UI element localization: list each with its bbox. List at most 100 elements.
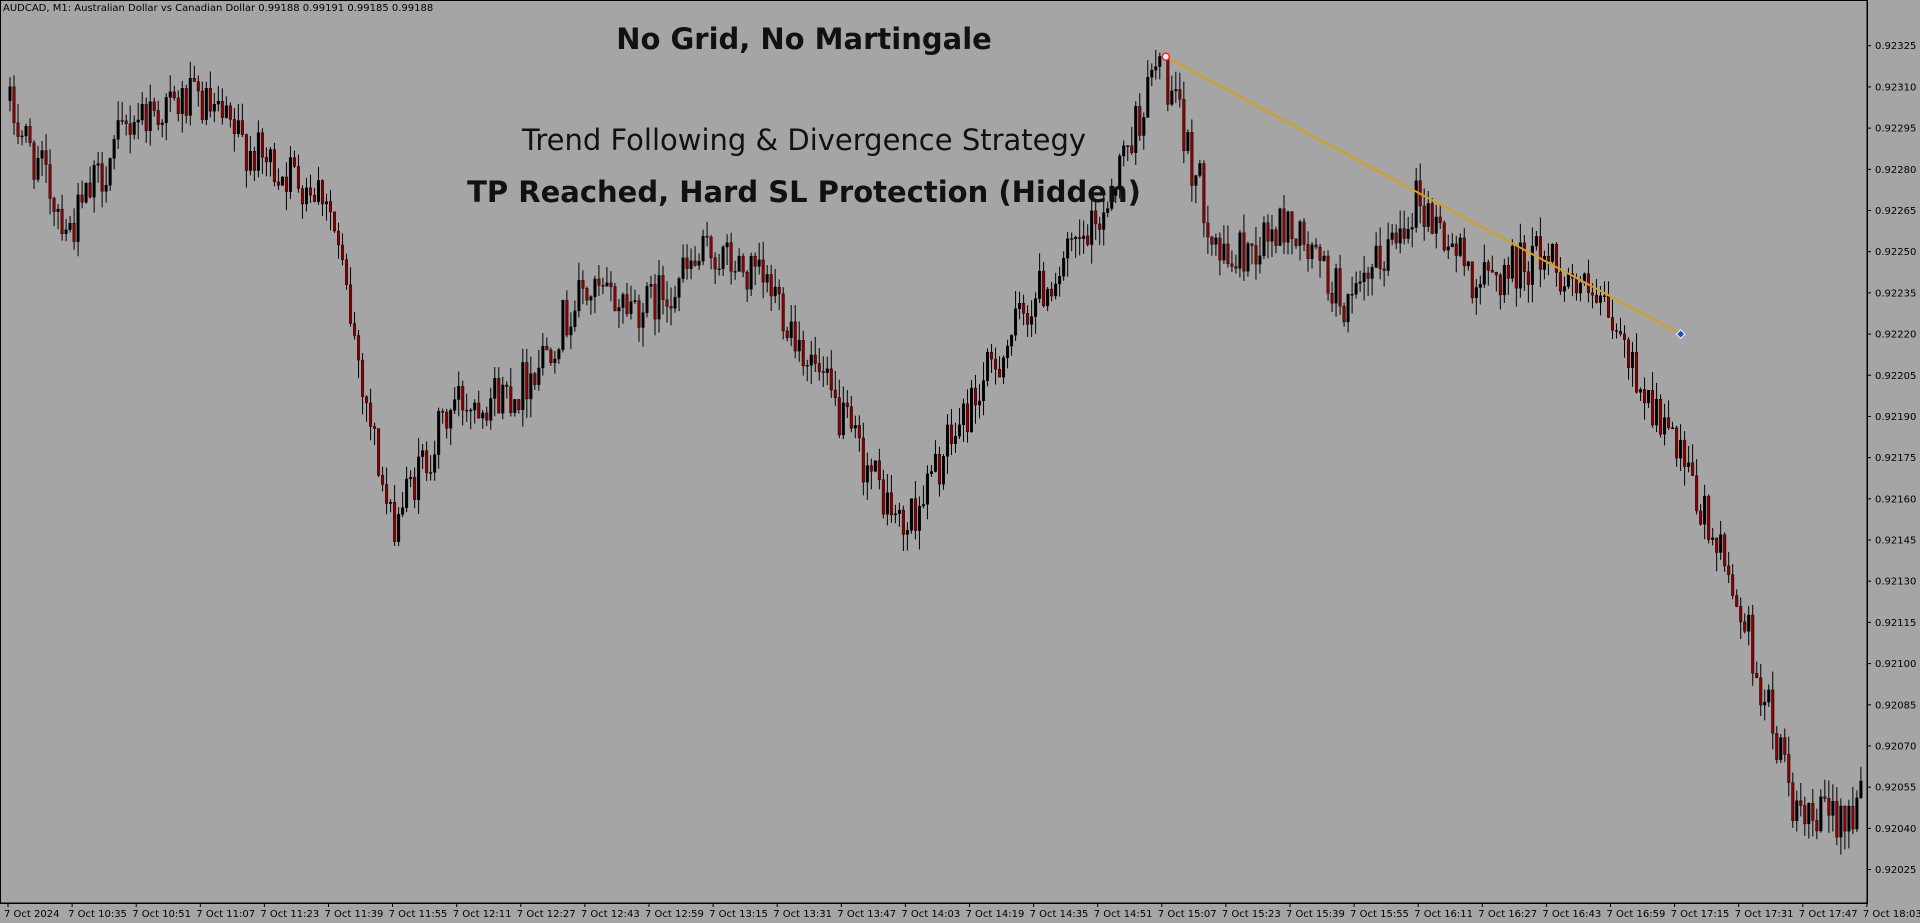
candle-body — [1014, 308, 1018, 336]
candle-body — [220, 101, 224, 118]
candle-body — [1322, 255, 1326, 261]
candle-body — [1859, 780, 1863, 799]
candle-body — [645, 286, 649, 313]
candle-body — [168, 91, 172, 98]
candle-body — [1102, 212, 1106, 230]
candle-body — [1198, 163, 1202, 176]
trendline-end-handle[interactable] — [1675, 329, 1686, 340]
trendline-start-handle[interactable] — [1161, 52, 1171, 61]
candle-body — [777, 286, 781, 295]
candle-body — [72, 222, 76, 242]
candle-body — [765, 274, 769, 283]
candle-body — [1843, 805, 1847, 832]
candle-body — [433, 454, 437, 473]
candle-body — [1711, 537, 1715, 540]
candle-body — [1070, 238, 1074, 240]
candle-body — [1506, 264, 1510, 279]
candle-body — [200, 90, 204, 120]
candle-body — [1242, 232, 1246, 272]
candle-body — [284, 176, 288, 192]
candle-body — [1290, 211, 1294, 239]
candle-body — [1703, 495, 1707, 525]
candle-body — [1362, 272, 1366, 283]
candle-body — [1214, 237, 1218, 245]
candle-body — [717, 268, 721, 271]
candle-body — [797, 339, 801, 352]
candle-body — [641, 312, 645, 328]
candle-body — [92, 165, 96, 198]
candle-body — [629, 301, 633, 314]
candle-body — [1118, 155, 1122, 190]
candle-body — [1578, 282, 1582, 294]
candle-body — [1318, 246, 1322, 261]
candle-body — [1574, 278, 1578, 294]
candle-body — [1378, 245, 1382, 269]
candle-body — [1831, 800, 1835, 816]
y-tick-label: 0.92190 — [1875, 412, 1916, 423]
candle-body — [1426, 203, 1430, 227]
candle-body — [1514, 245, 1518, 289]
candle-body — [1038, 270, 1042, 299]
candle-body — [204, 88, 208, 120]
x-tick-label: 7 Oct 13:47 — [837, 909, 896, 920]
candle-body — [1655, 398, 1659, 426]
x-tick-label: 7 Oct 14:51 — [1094, 909, 1153, 920]
candle-body — [961, 403, 965, 425]
candle-body — [1402, 228, 1406, 239]
candle-body — [1779, 737, 1783, 760]
candle-body — [1667, 417, 1671, 429]
candle-body — [1246, 243, 1250, 272]
candle-body — [537, 367, 541, 385]
candle-body — [1490, 269, 1494, 273]
x-tick-label: 7 Oct 15:55 — [1350, 909, 1409, 920]
candle-body — [1086, 235, 1090, 245]
candle-body — [1262, 222, 1266, 257]
candle-body — [1430, 203, 1434, 234]
candle-body — [945, 424, 949, 457]
candle-body — [180, 88, 184, 114]
candle-body — [1546, 256, 1550, 262]
candle-body — [357, 335, 361, 361]
trendline[interactable] — [1165, 55, 1682, 335]
candle-body — [312, 194, 316, 202]
candle-body — [377, 428, 381, 476]
candle-body — [865, 465, 869, 483]
candle-body — [1394, 232, 1398, 244]
candle-body — [188, 78, 192, 116]
x-tick-label: 7 Oct 11:39 — [325, 909, 384, 920]
candle-body — [1683, 439, 1687, 467]
candle-body — [1022, 303, 1026, 314]
candle-body — [1202, 163, 1206, 224]
candle-body — [849, 406, 853, 429]
candle-body — [453, 399, 457, 411]
candle-body — [1066, 238, 1070, 259]
x-tick-label: 7 Oct 14:35 — [1030, 909, 1089, 920]
candle-body — [1775, 733, 1779, 760]
candle-body — [389, 501, 393, 504]
candle-body — [68, 222, 72, 231]
candle-body — [1030, 316, 1034, 325]
x-tick-label: 7 Oct 16:59 — [1607, 909, 1666, 920]
candle-body — [1034, 298, 1038, 317]
headline-strategy-text: Trend Following & Divergence Strategy — [521, 123, 1087, 157]
candle-body — [1366, 272, 1370, 279]
candle-body — [929, 471, 933, 475]
candle-body — [949, 424, 953, 445]
x-tick-label: 7 Oct 16:11 — [1414, 909, 1473, 920]
candle-body — [1791, 782, 1795, 822]
x-tick-label: 7 Oct 15:39 — [1286, 909, 1345, 920]
candle-body — [1142, 117, 1146, 136]
candle-body — [264, 156, 268, 163]
candle-body — [260, 132, 264, 158]
candle-body — [1554, 244, 1558, 273]
candle-body — [80, 194, 84, 203]
candle-body — [156, 110, 160, 125]
candle-body — [921, 504, 925, 507]
candle-body — [1474, 287, 1478, 299]
candle-body — [937, 454, 941, 485]
candle-body — [974, 387, 978, 406]
candle-body — [104, 185, 108, 192]
candle-body — [1534, 236, 1538, 247]
